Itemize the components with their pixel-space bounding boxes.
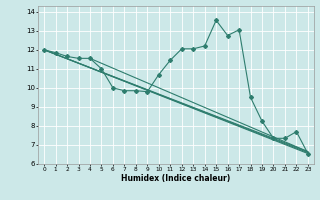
X-axis label: Humidex (Indice chaleur): Humidex (Indice chaleur) <box>121 174 231 183</box>
